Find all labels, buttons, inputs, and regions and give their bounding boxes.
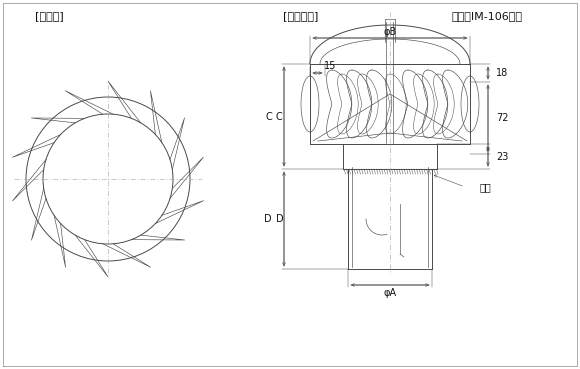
Text: 72: 72	[496, 113, 509, 123]
Text: 23: 23	[496, 152, 509, 162]
Text: 図面はIM-106です: 図面はIM-106です	[452, 11, 523, 21]
Text: C: C	[265, 111, 272, 121]
Text: 18: 18	[496, 68, 508, 78]
Text: ツメ: ツメ	[480, 182, 492, 192]
Text: D: D	[264, 214, 272, 224]
Text: φB: φB	[383, 27, 397, 37]
Text: φA: φA	[383, 288, 397, 298]
Text: D: D	[276, 214, 284, 224]
Text: [正面図]: [正面図]	[35, 11, 64, 21]
Text: [縦断面図]: [縦断面図]	[283, 11, 318, 21]
Text: 15: 15	[324, 61, 336, 71]
Text: C: C	[276, 111, 282, 121]
